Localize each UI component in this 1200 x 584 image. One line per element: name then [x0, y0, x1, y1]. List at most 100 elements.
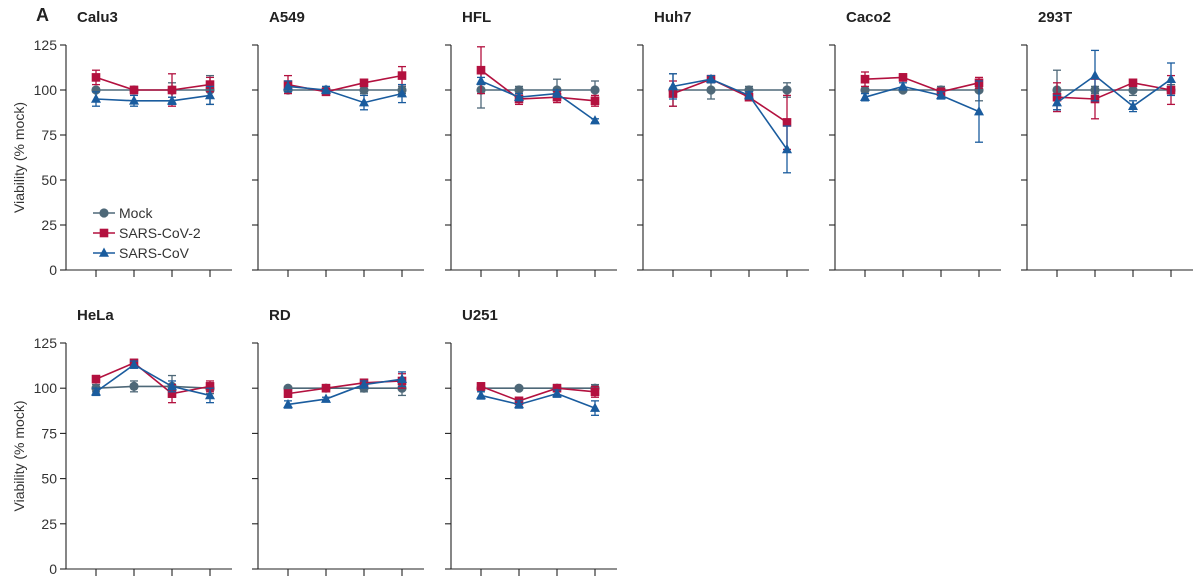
- series-line: [95, 361, 211, 395]
- data-point: [205, 89, 215, 100]
- panel-calu3: Calu3 0 25 50 75 100 125 Viability (% mock): [11, 9, 232, 278]
- data-point: [283, 398, 293, 409]
- data-point: [782, 118, 792, 127]
- y-axis-label: Viability (% mock): [11, 401, 27, 512]
- legend-label: SARS-CoV-2: [119, 225, 201, 241]
- series-mock: [668, 73, 792, 107]
- data-point: [706, 73, 716, 83]
- y-tick-label: 25: [41, 516, 57, 532]
- series-line: [672, 78, 788, 124]
- data-point: [1128, 78, 1138, 88]
- series-sars-cov-2: [283, 373, 407, 398]
- data-point: [552, 88, 562, 98]
- panel-u251: U251: [445, 307, 617, 576]
- series-line: [480, 392, 596, 409]
- y-axis-label: Viability (% mock): [11, 102, 27, 213]
- data-point: [205, 80, 215, 89]
- panel-huh7: Huh7: [637, 9, 809, 277]
- data-point: [283, 389, 293, 398]
- data-point: [91, 386, 101, 396]
- data-point: [860, 85, 870, 95]
- data-point: [974, 106, 984, 116]
- panel-title: Huh7: [654, 9, 692, 26]
- legend-label: SARS-CoV: [119, 245, 190, 261]
- y-tick-label: 100: [34, 82, 58, 98]
- legend-marker: [99, 208, 109, 218]
- data-point: [590, 96, 600, 106]
- data-point: [1052, 97, 1062, 107]
- panel-title: 293T: [1038, 9, 1072, 26]
- panel-title: U251: [462, 307, 498, 324]
- data-point: [167, 380, 177, 391]
- data-point: [744, 89, 754, 100]
- series-mock: [476, 71, 600, 109]
- data-point: [91, 93, 101, 103]
- data-point: [476, 389, 486, 400]
- series-sars-cov-2: [283, 65, 407, 97]
- panel-293t: 293T: [1021, 9, 1193, 277]
- data-point: [359, 379, 369, 389]
- data-point: [514, 85, 524, 95]
- y-tick-label: 125: [34, 37, 58, 53]
- data-point: [552, 388, 562, 398]
- panel-hela: HeLa 0 25 50 75 100 125 Viability (% mock): [11, 307, 232, 577]
- series-line: [95, 363, 211, 397]
- data-point: [359, 97, 369, 107]
- y-tick-label: 50: [41, 471, 57, 487]
- series-line: [480, 69, 596, 102]
- data-point: [898, 80, 908, 91]
- data-point: [321, 393, 331, 403]
- data-point: [936, 89, 946, 100]
- panel-hfl: HFL: [445, 9, 617, 277]
- data-point: [129, 381, 139, 391]
- panels-group: Calu3 0 25 50 75 100 125 Viability (% mock) A549…: [11, 9, 1193, 577]
- data-point: [590, 387, 600, 397]
- series-sars-cov-2: [1052, 74, 1176, 120]
- data-point: [514, 383, 524, 393]
- series-line: [95, 385, 211, 389]
- legend-entry: Mock: [93, 205, 153, 221]
- data-point: [590, 85, 600, 95]
- series-line: [480, 385, 596, 402]
- series-mock: [860, 78, 984, 102]
- series-line: [95, 94, 211, 102]
- series-line: [672, 78, 788, 150]
- series-sars-cov-2: [476, 382, 600, 406]
- data-point: [476, 65, 486, 75]
- data-point: [167, 389, 177, 398]
- legend-entry: SARS-CoV: [93, 245, 190, 261]
- data-point: [397, 71, 407, 80]
- data-point: [129, 95, 139, 105]
- data-point: [167, 95, 177, 105]
- data-point: [1090, 70, 1100, 80]
- data-point: [782, 85, 792, 95]
- legend-marker: [99, 228, 109, 238]
- series-line: [864, 85, 980, 113]
- data-point: [283, 80, 293, 91]
- series-sars-cov: [283, 371, 407, 409]
- data-point: [321, 383, 331, 393]
- data-point: [476, 75, 486, 85]
- series-mock: [283, 380, 407, 397]
- series-sars-cov-2: [476, 46, 600, 107]
- panel-title: A549: [269, 9, 305, 26]
- y-tick-label: 50: [41, 172, 57, 188]
- legend-label: Mock: [119, 205, 153, 221]
- data-point: [397, 373, 407, 383]
- data-point: [1166, 73, 1176, 83]
- data-point: [590, 402, 600, 412]
- series-sars-cov: [1052, 49, 1176, 113]
- data-point: [1128, 100, 1138, 110]
- series-line: [287, 378, 403, 406]
- panel-title: RD: [269, 307, 291, 324]
- panel-a549: A549: [252, 9, 424, 277]
- data-point: [1128, 85, 1138, 95]
- data-point: [668, 80, 678, 91]
- data-point: [359, 78, 369, 88]
- data-point: [898, 73, 908, 82]
- data-point: [205, 389, 215, 400]
- series-sars-cov: [91, 359, 215, 404]
- y-tick-label: 75: [41, 425, 57, 441]
- data-point: [205, 382, 215, 391]
